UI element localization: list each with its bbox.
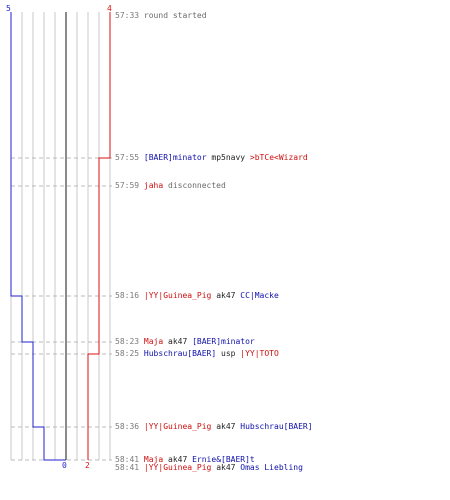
weapon-name: ak47 xyxy=(216,291,236,300)
event-disconnect: 57:59 jaha disconnected xyxy=(115,181,226,191)
victim-name: Ernie&[BAER]t xyxy=(192,455,255,464)
weapon-name: ak47 xyxy=(216,422,236,431)
event-kill: 57:55 [BAER]minator mp5navy >bTCe<Wizard xyxy=(115,153,308,163)
event-text: disconnected xyxy=(168,181,226,190)
event-time: 57:55 xyxy=(115,153,140,162)
blue-team-start-count: 5 xyxy=(6,4,11,13)
event-text: round started xyxy=(143,11,207,20)
killer-name: Maja xyxy=(143,455,164,464)
weapon-name: usp xyxy=(221,349,236,358)
blue-team-end-count: 0 xyxy=(62,461,67,470)
killer-name: |YY|Guinea_Pig xyxy=(143,463,212,472)
event-kill: 58:16 |YY|Guinea_Pig ak47 CC|Macke xyxy=(115,291,279,301)
killer-name: [BAER]minator xyxy=(143,153,207,162)
event-time: 57:33 xyxy=(115,11,140,20)
event-kill: 58:23 Maja ak47 [BAER]minator xyxy=(115,337,255,347)
killer-name: Hubschrau[BAER] xyxy=(143,349,217,358)
event-time: 58:25 xyxy=(115,349,140,358)
event-kill: 58:25 Hubschrau[BAER] usp |YY|TOTO xyxy=(115,349,279,359)
red-team-end-count: 2 xyxy=(85,461,90,470)
victim-name: >bTCe<Wizard xyxy=(249,153,308,162)
victim-name: [BAER]minator xyxy=(192,337,255,346)
killer-name: Maja xyxy=(143,337,164,346)
victim-name: Omas Liebling xyxy=(240,463,303,472)
red-team-start-count: 4 xyxy=(107,4,112,13)
event-time: 58:23 xyxy=(115,337,140,346)
player-name: jaha xyxy=(143,181,164,190)
event-kill: 58:41 Maja ak47 Ernie&[BAER]t xyxy=(115,455,255,465)
killer-name: |YY|Guinea_Pig xyxy=(143,422,212,431)
weapon-name: ak47 xyxy=(168,455,188,464)
event-time: 58:41 xyxy=(115,463,140,472)
event-time: 58:41 xyxy=(115,455,140,464)
event-kill: 58:36 |YY|Guinea_Pig ak47 Hubschrau[BAER… xyxy=(115,422,313,432)
red-team-player-line xyxy=(87,12,111,460)
event-kill: 58:41 |YY|Guinea_Pig ak47 Omas Liebling xyxy=(115,463,303,473)
killer-name: |YY|Guinea_Pig xyxy=(143,291,212,300)
weapon-name: mp5navy xyxy=(211,153,246,162)
victim-name: |YY|TOTO xyxy=(240,349,279,358)
blue-team-player-line xyxy=(10,12,66,461)
event-time: 58:16 xyxy=(115,291,140,300)
victim-name: CC|Macke xyxy=(240,291,279,300)
event-time: 58:36 xyxy=(115,422,140,431)
weapon-name: ak47 xyxy=(216,463,236,472)
event-round-start: 57:33 round started xyxy=(115,11,207,21)
victim-name: Hubschrau[BAER] xyxy=(240,422,313,431)
weapon-name: ak47 xyxy=(168,337,188,346)
event-time: 57:59 xyxy=(115,181,140,190)
